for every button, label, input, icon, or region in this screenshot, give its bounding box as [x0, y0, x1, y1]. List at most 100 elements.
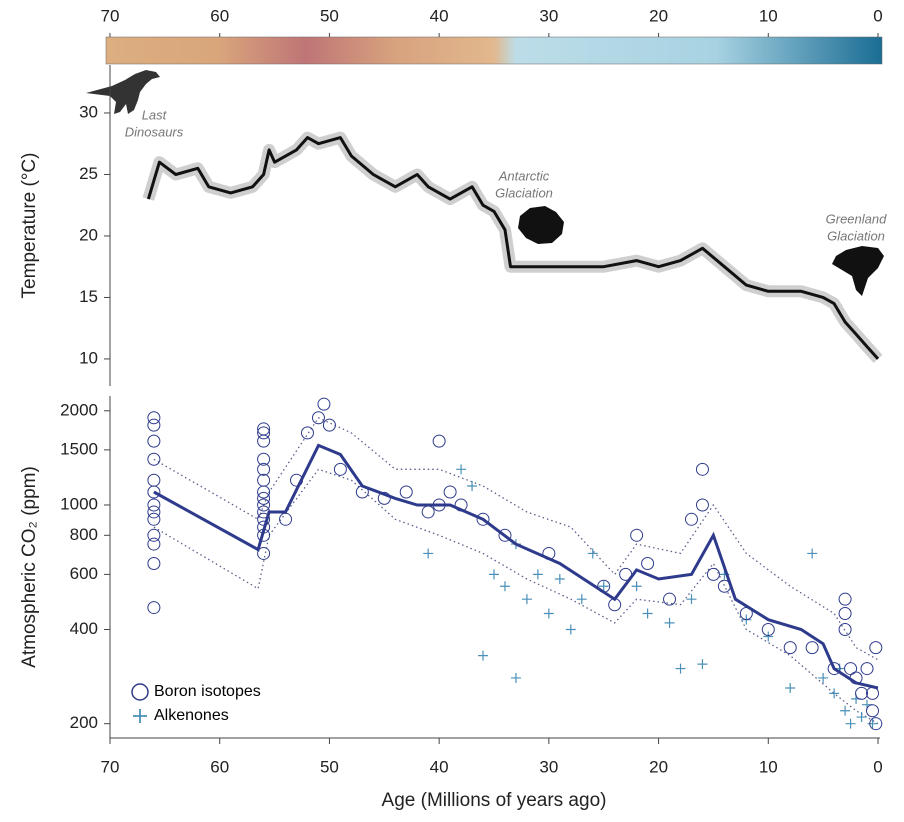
boron-point [421, 505, 435, 519]
legend-label: Boron isotopes [154, 683, 261, 700]
colorbar-tick-label: 40 [430, 6, 449, 25]
y-axis-title: Temperature (°C) [19, 153, 40, 299]
boron-point [147, 418, 161, 432]
boron-point [838, 622, 852, 636]
y-tick-label: 400 [70, 619, 98, 638]
boron-point [147, 485, 161, 499]
greenland-silhouette [832, 246, 884, 296]
y-axis-title: Atmospheric CO₂ (ppm) [19, 466, 40, 668]
colorbar-tick-label: 70 [101, 6, 120, 25]
alkenone-point [510, 672, 521, 683]
alkenone-point [521, 594, 532, 605]
boron-point [257, 512, 271, 526]
y-tick-label: 30 [79, 102, 98, 121]
y-tick-label: 2000 [60, 400, 98, 419]
alkenone-point [467, 480, 478, 491]
boron-point [641, 557, 655, 571]
y-tick-label: 20 [79, 225, 98, 244]
alkenone-point [598, 581, 609, 592]
alkenone-point [642, 608, 653, 619]
boron-point [838, 592, 852, 606]
alkenone-point [675, 663, 686, 674]
boron-point [147, 505, 161, 519]
co2-confidence-line [153, 468, 879, 725]
co2-confidence-line [153, 416, 879, 661]
x-tick-label: 10 [759, 757, 778, 776]
boron-point [147, 498, 161, 512]
co2-fit-line [153, 443, 879, 690]
colorbar-tick-label: 60 [210, 6, 229, 25]
colorbar [105, 36, 883, 65]
boron-point [860, 662, 874, 676]
x-tick-label: 20 [649, 757, 668, 776]
boron-point [869, 641, 883, 655]
y-tick-label: 10 [79, 348, 98, 367]
boron-point [147, 411, 161, 425]
boron-point [257, 546, 271, 560]
boron-point [805, 641, 819, 655]
boron-point [147, 434, 161, 448]
alkenone-point [489, 569, 499, 580]
boron-point [300, 426, 314, 440]
colorbar-tick-label: 0 [873, 6, 882, 25]
alkenone-point [478, 650, 489, 661]
boron-point [317, 397, 331, 411]
alkenone-point [587, 548, 598, 559]
alkenone-point [456, 464, 467, 475]
annotation: Glaciation [827, 228, 885, 243]
alkenone-point [499, 581, 510, 592]
boron-point [761, 622, 775, 636]
y-tick-label: 800 [70, 525, 98, 544]
x-tick-label: 30 [539, 757, 558, 776]
boron-point [866, 704, 880, 718]
boron-point [311, 411, 325, 425]
boron-point [147, 473, 161, 487]
boron-point [827, 662, 841, 676]
boron-point [147, 537, 161, 551]
alkenone-point [856, 712, 867, 723]
boron-point [147, 557, 161, 571]
colorbar-tick-label: 10 [759, 6, 778, 25]
boron-point [257, 426, 271, 440]
dinosaur-silhouette [86, 70, 160, 114]
boron-point [476, 512, 490, 526]
boron-point [147, 528, 161, 542]
legend-symbol [131, 683, 149, 701]
boron-point [706, 567, 720, 581]
boron-point [684, 512, 698, 526]
annotation: Antarctic [498, 168, 550, 183]
colorbar-tick-label: 50 [320, 6, 339, 25]
annotation: Last [142, 107, 168, 122]
boron-point [322, 418, 336, 432]
y-tick-label: 1500 [60, 439, 98, 458]
boron-point [695, 498, 709, 512]
alkenone-point [686, 594, 697, 605]
x-tick-label: 0 [873, 757, 882, 776]
alkenone-point [829, 688, 840, 699]
x-tick-label: 70 [101, 757, 120, 776]
boron-point [257, 462, 271, 476]
y-tick-label: 1000 [60, 494, 98, 513]
boron-point [257, 452, 271, 466]
boron-point [838, 606, 852, 620]
boron-point [399, 485, 413, 499]
boron-point [869, 717, 883, 731]
alkenone-point [576, 594, 587, 605]
boron-point [663, 592, 677, 606]
alkenone-point [664, 617, 675, 628]
boron-point [257, 491, 271, 505]
y-tick-label: 25 [79, 164, 98, 183]
boron-point [147, 512, 161, 526]
y-tick-label: 15 [79, 287, 98, 306]
y-tick-label: 200 [70, 713, 98, 732]
colorbar-tick-label: 30 [539, 6, 558, 25]
alkenone-point [807, 548, 818, 559]
alkenone-point [543, 608, 554, 619]
legend-symbol [133, 709, 147, 723]
boron-point [333, 462, 347, 476]
boron-point [257, 434, 271, 448]
annotation: Greenland [826, 211, 887, 226]
x-tick-label: 60 [210, 757, 229, 776]
boron-point [257, 485, 271, 499]
